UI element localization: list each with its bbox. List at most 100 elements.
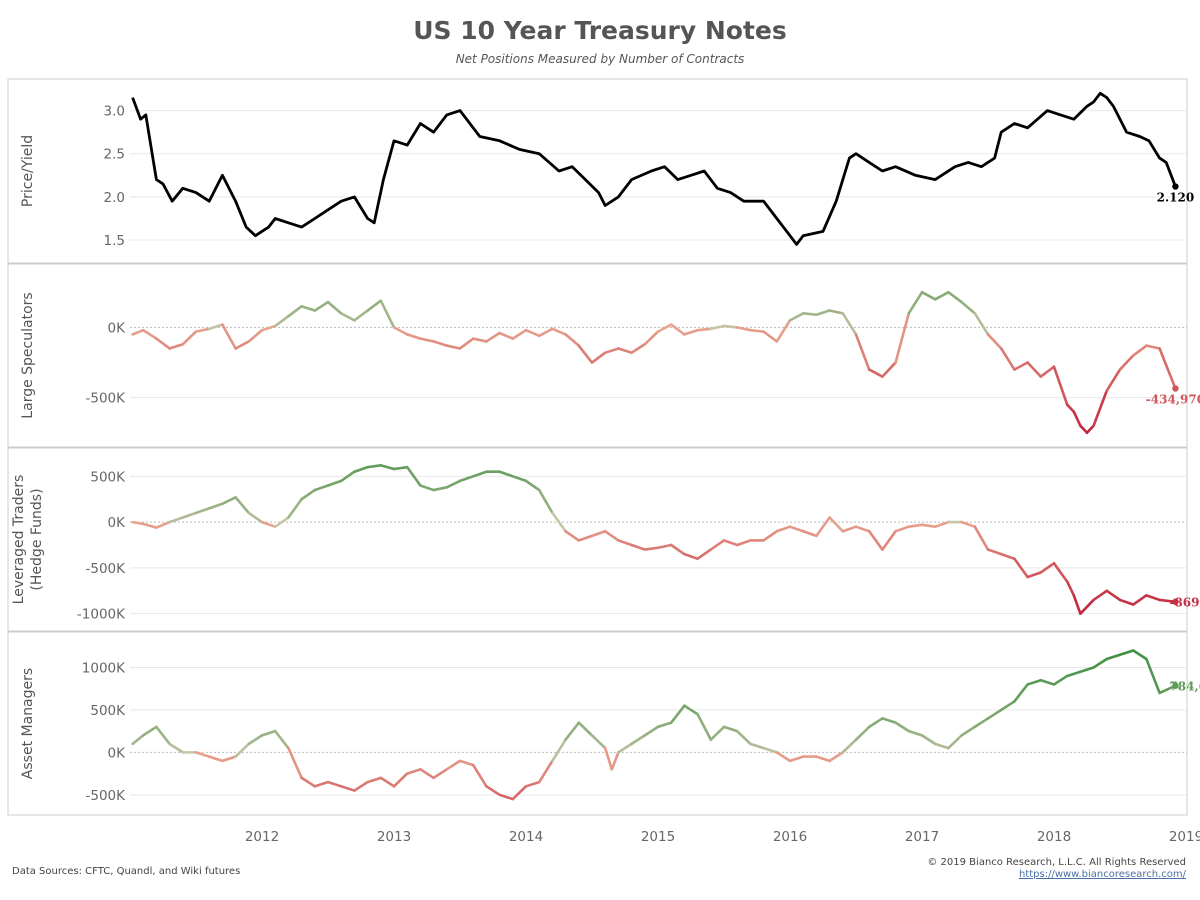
website-link[interactable]: https://www.biancoresearch.com/ [1018, 869, 1186, 880]
series-segment [1145, 657, 1161, 695]
series-segment [339, 785, 356, 792]
panel-frame-0 [7, 78, 1188, 264]
series-segment [207, 502, 224, 510]
series-segment [181, 511, 198, 519]
y-tick-label: 3.0 [104, 104, 125, 120]
y-tick-label: 500K [90, 469, 126, 485]
series-segment [960, 300, 977, 315]
series-segment [1065, 670, 1082, 678]
series-segment [933, 520, 950, 528]
series-segment [221, 496, 237, 506]
series-segment [313, 780, 330, 788]
panel-frame-2 [7, 447, 1188, 632]
series-segment [405, 768, 422, 775]
series-segment [973, 717, 990, 729]
series-segment [1118, 598, 1135, 606]
series-segment [841, 738, 858, 754]
series-segment [1052, 674, 1069, 686]
series-segment [1085, 424, 1095, 435]
series-segment [1065, 403, 1076, 414]
series-segment [709, 539, 726, 551]
series-segment [1065, 580, 1076, 597]
series-segment [881, 361, 897, 378]
series-segment [933, 742, 950, 750]
series-segment [603, 347, 620, 354]
series-segment [722, 725, 739, 733]
series-segment [537, 759, 554, 784]
series-segment [458, 337, 475, 350]
series-segment [683, 704, 699, 716]
series-segment [141, 328, 158, 340]
series-segment [273, 729, 290, 750]
series-segment [775, 319, 792, 343]
series-segment [339, 312, 356, 322]
series-segment [287, 305, 303, 318]
series-segment [485, 785, 501, 797]
series-segment [471, 470, 488, 478]
series-segment [973, 525, 990, 551]
series-segment [907, 523, 924, 528]
series-segment [973, 312, 990, 336]
series-segment [1013, 361, 1029, 371]
series-segment [1079, 424, 1089, 435]
series-segment [696, 327, 713, 332]
series-segment [432, 340, 449, 347]
y-tick-label: 1.5 [104, 233, 125, 249]
series-segment [1079, 598, 1095, 615]
x-tick-label: 2013 [377, 829, 411, 845]
series-segment [815, 309, 831, 317]
series-segment [511, 475, 528, 483]
series-segment [141, 522, 158, 529]
series-segment [564, 721, 581, 741]
series-segment [498, 331, 515, 340]
series-segment [1013, 683, 1029, 703]
series-segment [722, 539, 739, 547]
series-segment [1105, 653, 1122, 661]
series-segment [260, 729, 277, 737]
series-segment [194, 327, 211, 333]
series-segment [300, 776, 317, 788]
series-segment [207, 755, 224, 763]
series-segment [894, 312, 911, 364]
series-segment [379, 464, 396, 471]
series-segment [471, 337, 488, 343]
series-segment [300, 488, 317, 501]
series-segment [471, 763, 488, 788]
series-segment [432, 486, 449, 492]
series-segment [392, 465, 409, 471]
series-segment [683, 552, 699, 561]
series-segment [947, 734, 963, 750]
series-segment [907, 290, 924, 315]
y-tick-label: 1000K [82, 660, 126, 676]
series-segment [1145, 594, 1161, 602]
series-segment [1052, 365, 1069, 406]
series-segment [643, 330, 660, 346]
series-segment [801, 312, 818, 317]
series-segment [986, 548, 1003, 556]
series-segment [1039, 562, 1056, 574]
series-segment [168, 342, 185, 350]
series-segment [960, 725, 977, 737]
series-segment [894, 721, 911, 733]
series-segment [828, 309, 845, 315]
last-value-label: -434,970 [1146, 393, 1200, 407]
series-segment [524, 328, 541, 338]
series-segment [234, 496, 251, 515]
series-segment [828, 516, 845, 533]
series-segment [551, 511, 567, 533]
series-segment [221, 323, 237, 350]
series-segment [273, 516, 290, 528]
series-segment [141, 725, 158, 737]
series-segment [524, 479, 541, 492]
series-segment [854, 333, 871, 371]
series-segment [669, 543, 686, 556]
series-segment [131, 520, 145, 526]
panel-axis-label: Asset Managers [20, 668, 36, 779]
series-segment [643, 546, 660, 551]
series-segment [326, 300, 343, 315]
chart-title: US 10 Year Treasury Notes [413, 16, 787, 45]
series-segment [617, 539, 633, 547]
x-tick-label: 2015 [641, 829, 675, 845]
series-segment [1039, 365, 1056, 378]
